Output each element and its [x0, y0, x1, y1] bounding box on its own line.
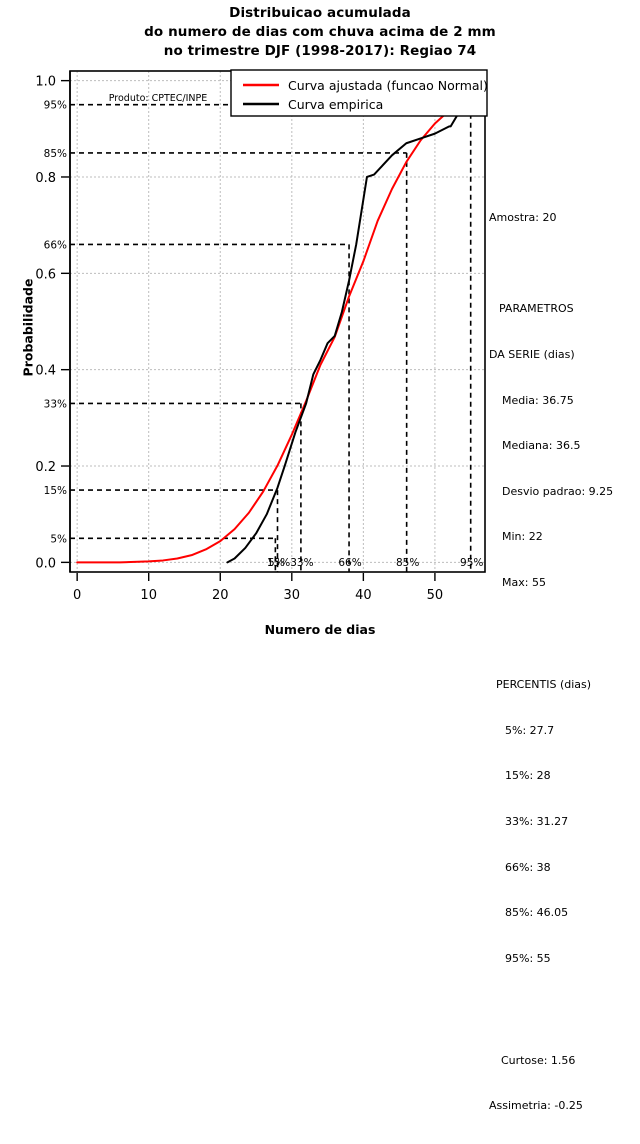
stat-max: Max: 55 — [502, 576, 546, 590]
stats-panel: Amostra: 20 PARAMETROS DA SERIE (dias) M… — [489, 180, 639, 1144]
stat-assimetria: Assimetria: -0.25 — [489, 1099, 583, 1113]
title-line-2: do numero de dias com chuva acima de 2 m… — [144, 24, 496, 40]
percentile-33: 33%: 31.27 — [505, 814, 569, 828]
stat-curtose: Curtose: 1.56 — [501, 1053, 576, 1067]
percentile-95: 95%: 55 — [505, 951, 551, 965]
percentiles-header: PERCENTIS (dias) — [496, 678, 592, 692]
y-tick-label-5: 1.0 — [35, 75, 56, 90]
chart-page: Distribuicao acumulada do numero de dias… — [0, 4, 640, 1112]
stat-media: Media: 36.75 — [502, 393, 574, 407]
title-line-3: no trimestre DJF (1998-2017): Regiao 74 — [163, 43, 477, 59]
percentile-ylabel-85%: 85% — [44, 148, 67, 160]
x-tick-label-4: 40 — [355, 588, 372, 603]
x-tick-label-5: 50 — [427, 588, 444, 603]
percentile-ylabel-66%: 66% — [44, 239, 67, 251]
y-tick-label-0: 0.0 — [35, 556, 56, 571]
percentile-ylabel-95%: 95% — [44, 100, 67, 112]
percentile-ylabel-5%: 5% — [50, 533, 67, 545]
percentile-xlabel-66%: 66% — [338, 557, 361, 569]
stat-min: Min: 22 — [502, 530, 543, 544]
sample-size-text: Amostra: 20 — [489, 211, 557, 225]
percentile-xlabel-33%: 33% — [290, 557, 313, 569]
y-axis-title: Probabilidade — [20, 278, 36, 377]
percentile-xlabel-85%: 85% — [396, 557, 419, 569]
percentile-66: 66%: 38 — [505, 860, 551, 874]
legend-label-1: Curva empirica — [288, 97, 383, 112]
x-axis-title: Numero de dias — [264, 622, 376, 637]
y-tick-label-1: 0.2 — [35, 460, 56, 475]
x-tick-label-3: 30 — [284, 588, 301, 603]
legend-label-0: Curva ajustada (funcao Normal) — [288, 78, 488, 93]
series-line-empirical — [226, 91, 472, 564]
plot-background — [70, 71, 485, 572]
percentile-85: 85%: 46.05 — [505, 906, 569, 920]
parameters-header-1: PARAMETROS — [499, 302, 574, 316]
x-tick-label-0: 0 — [73, 588, 81, 603]
percentile-xlabel-5%: 5% — [268, 557, 285, 569]
stat-mediana: Mediana: 36.5 — [502, 439, 581, 453]
series-line-fitted — [76, 91, 472, 564]
produto-annotation: Produto: CPTEC/INPE — [109, 93, 208, 104]
legend-box — [230, 69, 488, 117]
y-tick-label-3: 0.6 — [35, 267, 56, 282]
percentile-xlabel-15%: 15% — [267, 557, 290, 569]
y-tick-label-4: 0.8 — [35, 171, 56, 186]
stat-desvio-padrao: Desvio padrao: 9.25 — [502, 484, 614, 498]
percentile-5: 5%: 27.7 — [505, 723, 555, 737]
title-line-1: Distribuicao acumulada — [229, 5, 411, 21]
percentile-ylabel-33%: 33% — [44, 398, 67, 410]
percentile-xlabel-95%: 95% — [460, 557, 483, 569]
percentile-ylabel-15%: 15% — [44, 485, 67, 497]
page-title: Distribuicao acumulada do numero de dias… — [0, 4, 640, 61]
parameters-header-2: DA SERIE (dias) — [489, 348, 575, 362]
x-tick-label-2: 20 — [212, 588, 229, 603]
cdf-plot: 5%5%15%15%33%33%66%66%85%85%95%95%0 10 20 3… — [35, 69, 488, 603]
y-tick-label-2: 0.4 — [35, 364, 56, 379]
percentile-15: 15%: 28 — [505, 769, 551, 783]
x-tick-label-1: 10 — [140, 588, 157, 603]
